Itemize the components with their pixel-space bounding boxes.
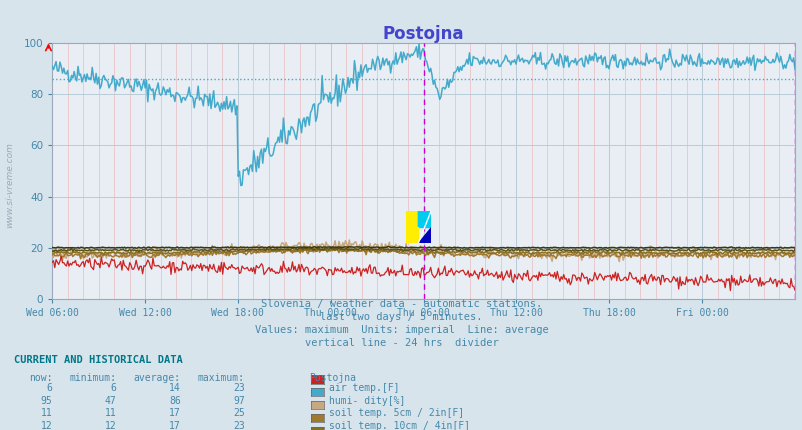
Text: 86: 86 — [168, 396, 180, 405]
Text: Postojna: Postojna — [309, 373, 356, 383]
Bar — [405, 211, 418, 243]
Text: 23: 23 — [233, 421, 245, 430]
Text: 6: 6 — [47, 383, 52, 393]
Text: minimum:: minimum: — [69, 373, 116, 383]
Text: 17: 17 — [168, 408, 180, 418]
Polygon shape — [418, 211, 431, 227]
Text: Slovenia / weather data - automatic stations.: Slovenia / weather data - automatic stat… — [261, 299, 541, 310]
Text: 23: 23 — [233, 383, 245, 393]
Text: 6: 6 — [111, 383, 116, 393]
Text: average:: average: — [133, 373, 180, 383]
Text: now:: now: — [29, 373, 52, 383]
Text: soil temp. 5cm / 2in[F]: soil temp. 5cm / 2in[F] — [329, 408, 464, 418]
Text: 11: 11 — [104, 408, 116, 418]
Text: air temp.[F]: air temp.[F] — [329, 383, 399, 393]
Text: 47: 47 — [104, 396, 116, 405]
Polygon shape — [418, 211, 431, 227]
Text: www.si-vreme.com: www.si-vreme.com — [5, 142, 14, 228]
Text: 11: 11 — [40, 408, 52, 418]
Text: 95: 95 — [40, 396, 52, 405]
Text: 14: 14 — [168, 383, 180, 393]
Text: 25: 25 — [233, 408, 245, 418]
Text: maximum:: maximum: — [197, 373, 245, 383]
Polygon shape — [418, 227, 431, 243]
Title: Postojna: Postojna — [383, 25, 464, 43]
Text: humi- dity[%]: humi- dity[%] — [329, 396, 405, 405]
Text: 12: 12 — [40, 421, 52, 430]
Text: last two days / 5 minutes.: last two days / 5 minutes. — [320, 312, 482, 322]
Text: 12: 12 — [104, 421, 116, 430]
Text: soil temp. 10cm / 4in[F]: soil temp. 10cm / 4in[F] — [329, 421, 470, 430]
Text: CURRENT AND HISTORICAL DATA: CURRENT AND HISTORICAL DATA — [14, 355, 183, 366]
Text: 17: 17 — [168, 421, 180, 430]
Text: Values: maximum  Units: imperial  Line: average: Values: maximum Units: imperial Line: av… — [254, 325, 548, 335]
Text: 97: 97 — [233, 396, 245, 405]
Text: vertical line - 24 hrs  divider: vertical line - 24 hrs divider — [304, 338, 498, 348]
